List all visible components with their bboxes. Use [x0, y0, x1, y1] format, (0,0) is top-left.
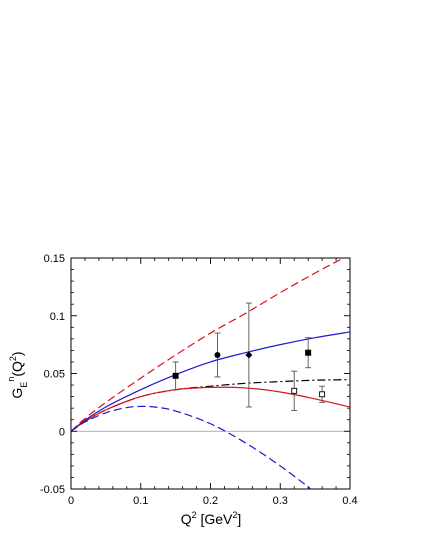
series-line-1	[71, 258, 345, 432]
y-tick-label: 0.15	[44, 253, 65, 265]
marker-open-square	[291, 387, 298, 394]
x-axis-label: Q2 [GeV2]	[181, 510, 242, 527]
data-point-4	[305, 337, 312, 369]
y-tick-label: 0.1	[50, 311, 65, 323]
series-line-4	[71, 386, 350, 432]
x-tick-label: 0.3	[273, 495, 288, 507]
points-layer	[172, 302, 326, 411]
marker-square	[305, 349, 312, 356]
marker-square	[172, 372, 179, 379]
series-line-5	[71, 405, 312, 489]
y-tick-label: -0.05	[40, 484, 65, 496]
data-point-5	[291, 370, 298, 411]
marker-diamond	[245, 351, 253, 359]
y-tick-label: 0.05	[44, 369, 65, 381]
x-tick-label: 0.1	[133, 495, 148, 507]
marker-open-square	[319, 391, 326, 398]
x-tick-label: 0.2	[203, 495, 218, 507]
marker-circle	[214, 352, 221, 359]
x-tick-label: 0.4	[342, 495, 357, 507]
series-line-2	[71, 331, 350, 432]
series-layer	[71, 258, 350, 489]
data-point-3	[245, 302, 253, 408]
data-point-6	[319, 385, 326, 403]
data-point-2	[214, 332, 221, 378]
y-tick-label: 0	[59, 426, 65, 438]
plot-frame	[70, 257, 351, 490]
x-tick-label: 0	[68, 495, 74, 507]
y-axis-label: GEn(Q2)	[6, 351, 29, 398]
data-point-1	[172, 361, 179, 391]
